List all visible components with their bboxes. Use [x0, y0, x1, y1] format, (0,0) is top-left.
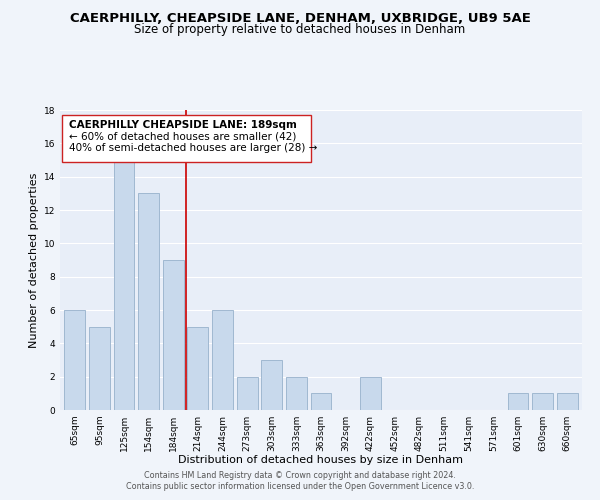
Bar — [64, 310, 85, 410]
Text: Contains HM Land Registry data © Crown copyright and database right 2024.: Contains HM Land Registry data © Crown c… — [144, 471, 456, 480]
X-axis label: Distribution of detached houses by size in Denham: Distribution of detached houses by size … — [179, 456, 464, 466]
Text: CAERPHILLY, CHEAPSIDE LANE, DENHAM, UXBRIDGE, UB9 5AE: CAERPHILLY, CHEAPSIDE LANE, DENHAM, UXBR… — [70, 12, 530, 26]
Text: CAERPHILLY CHEAPSIDE LANE: 189sqm: CAERPHILLY CHEAPSIDE LANE: 189sqm — [68, 120, 296, 130]
Bar — [360, 376, 381, 410]
Bar — [138, 194, 159, 410]
FancyBboxPatch shape — [62, 115, 311, 162]
Bar — [557, 394, 578, 410]
Bar — [89, 326, 110, 410]
Bar — [236, 376, 257, 410]
Bar — [187, 326, 208, 410]
Text: Contains public sector information licensed under the Open Government Licence v3: Contains public sector information licen… — [126, 482, 474, 491]
Y-axis label: Number of detached properties: Number of detached properties — [29, 172, 40, 348]
Bar — [532, 394, 553, 410]
Text: Size of property relative to detached houses in Denham: Size of property relative to detached ho… — [134, 22, 466, 36]
Text: 40% of semi-detached houses are larger (28) →: 40% of semi-detached houses are larger (… — [68, 144, 317, 154]
Text: ← 60% of detached houses are smaller (42): ← 60% of detached houses are smaller (42… — [68, 132, 296, 141]
Bar — [508, 394, 529, 410]
Bar — [212, 310, 233, 410]
Bar — [261, 360, 282, 410]
Bar — [163, 260, 184, 410]
Bar — [113, 160, 134, 410]
Bar — [311, 394, 331, 410]
Bar — [286, 376, 307, 410]
